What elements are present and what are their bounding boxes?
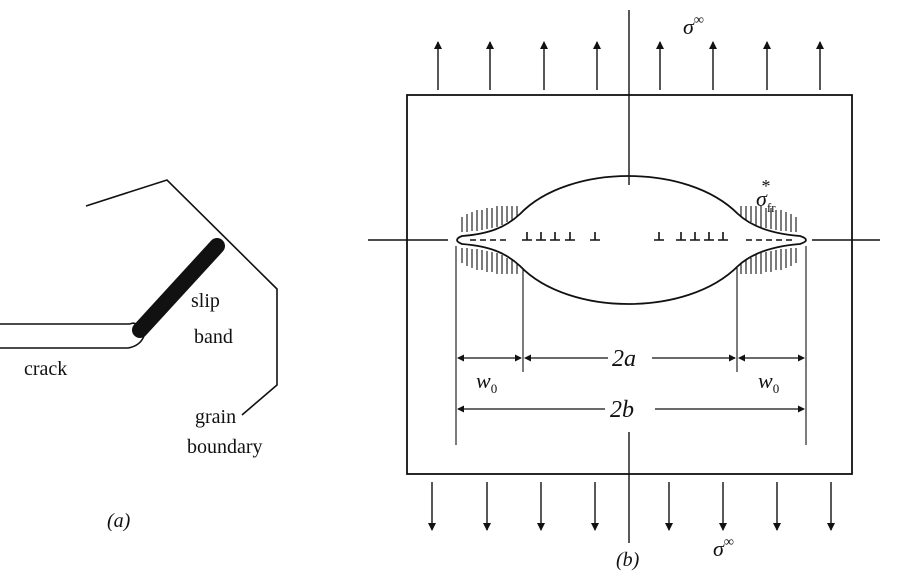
panel-a-caption: (a) bbox=[107, 510, 131, 532]
2a-label: 2a bbox=[612, 346, 636, 372]
crack-lower-edge bbox=[0, 335, 145, 349]
panel-b: σ∞ σ∞ σfr* w0 w0 2a 2b (b) bbox=[368, 10, 880, 571]
panel-b-caption: (b) bbox=[616, 549, 640, 571]
sigma-infinity-top-label: σ∞ bbox=[683, 13, 704, 39]
grain-boundary-line bbox=[85, 179, 278, 416]
plastic-zone-right bbox=[740, 206, 797, 274]
dislocation-symbol bbox=[654, 232, 664, 241]
w0-right-label: w0 bbox=[758, 368, 779, 396]
crack-opening-profile bbox=[456, 175, 807, 305]
dislocation-array bbox=[470, 232, 792, 241]
w0-left-label: w0 bbox=[476, 368, 497, 396]
dislocation-symbol bbox=[590, 232, 600, 241]
dislocation-symbol bbox=[718, 232, 728, 241]
dimension-lines bbox=[457, 354, 805, 413]
dimension-extension-lines bbox=[455, 246, 807, 445]
dislocation-symbol bbox=[522, 232, 532, 241]
dislocation-symbol bbox=[565, 232, 575, 241]
sigma-infinity-bottom-label: σ∞ bbox=[713, 535, 734, 561]
slip-band-label-line2: band bbox=[194, 326, 233, 348]
dislocation-symbol bbox=[676, 232, 686, 241]
dislocation-symbol bbox=[704, 232, 714, 241]
friction-stress-label: σfr* bbox=[756, 176, 776, 215]
top-stress-arrows bbox=[434, 41, 824, 90]
crack-label: crack bbox=[24, 358, 67, 380]
grain-boundary-label-line2: boundary bbox=[187, 436, 263, 458]
panel-a: crack slip band grain boundary (a) bbox=[0, 179, 278, 532]
slip-band-label-line1: slip bbox=[191, 290, 220, 312]
2b-label: 2b bbox=[610, 397, 634, 423]
grain-boundary-label-line1: grain bbox=[195, 406, 236, 428]
dislocation-symbol bbox=[550, 232, 560, 241]
slip-band bbox=[132, 238, 225, 338]
dislocation-symbol bbox=[690, 232, 700, 241]
plastic-zone-left bbox=[461, 206, 518, 274]
bottom-stress-arrows bbox=[428, 482, 835, 531]
dislocation-symbol bbox=[536, 232, 546, 241]
